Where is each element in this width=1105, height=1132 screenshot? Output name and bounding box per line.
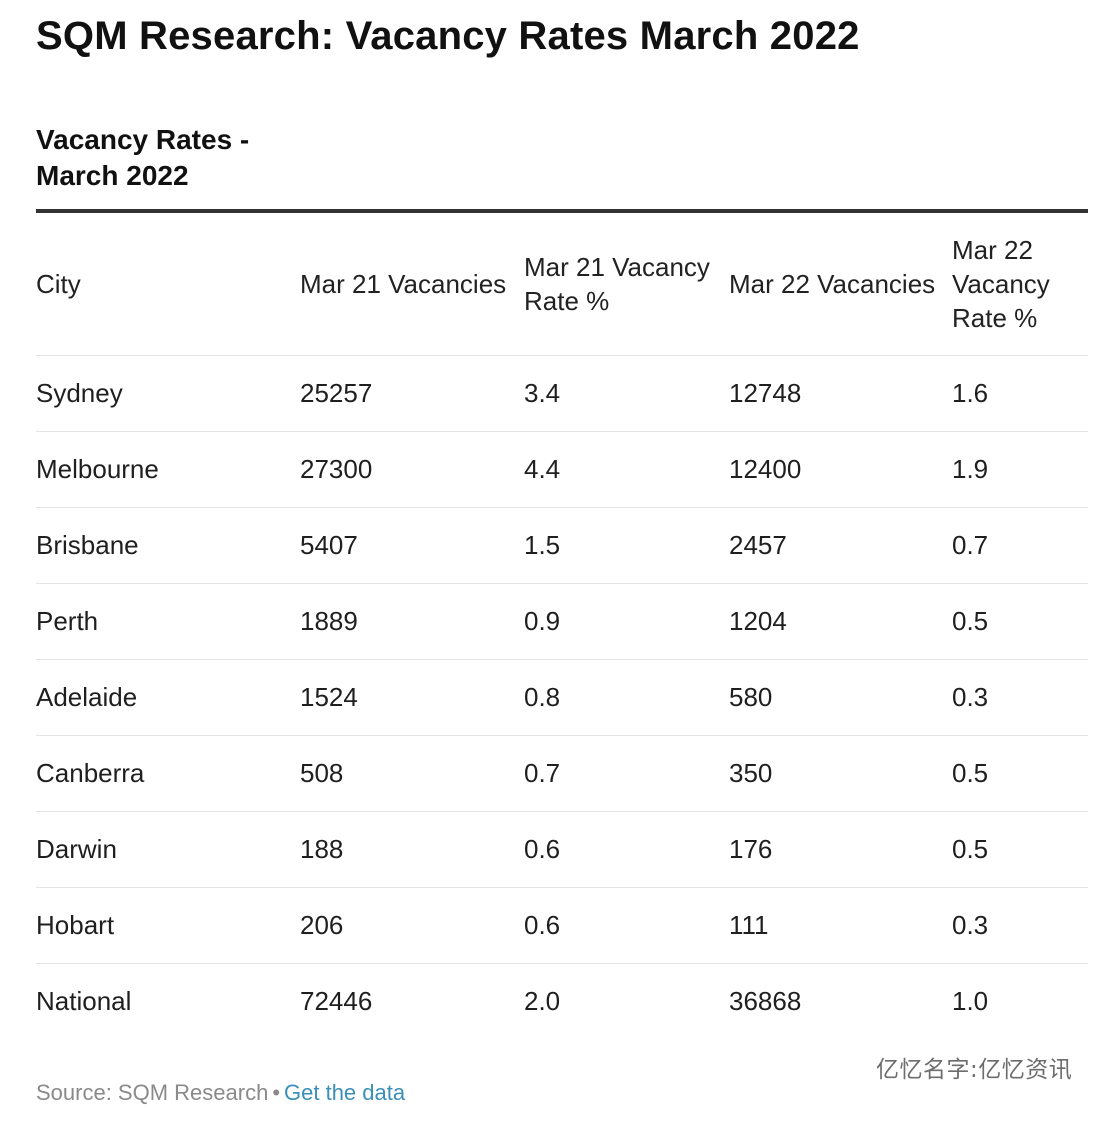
cell-mar21-rate: 0.7 [524, 735, 729, 812]
source-line: Source: SQM Research • Get the data [36, 1080, 405, 1106]
cell-mar21-vacancies: 1889 [300, 583, 524, 660]
cell-mar21-rate: 2.0 [524, 985, 561, 1016]
cell-mar22-vacancies: 350 [729, 735, 952, 812]
vacancy-rates-table: City Mar 21 Vacancies Mar 21 Vacancy Rat… [36, 213, 1088, 1038]
cell-mar22-rate: 1.9 [952, 431, 1088, 508]
table-body: Sydney 25257 3.4 12748 1.6 Melbourne 273… [36, 355, 1088, 1039]
cell-mar22-rate: 1.0 [952, 985, 989, 1016]
header-mar21-vacancy-rate[interactable]: Mar 21 Vacancy Rate % [524, 213, 729, 356]
cell-mar21-vacancies: 5407 [300, 507, 524, 584]
cell-mar21-rate: 0.9 [524, 583, 729, 660]
header-mar21-vacancies[interactable]: Mar 21 Vacancies [300, 213, 524, 356]
table-row: Perth 1889 0.9 1204 0.5 [36, 583, 1088, 660]
cell-mar21-vacancies: 1524 [300, 659, 524, 736]
cell-mar21-rate: 0.6 [524, 887, 729, 964]
cell-mar22-vacancies: 1204 [729, 583, 952, 660]
cell-mar21-vacancies: 508 [300, 735, 524, 812]
cell-mar22-vacancies: 36868 [729, 985, 802, 1016]
table-row: Brisbane 5407 1.5 2457 0.7 [36, 507, 1088, 584]
table-top-rule [36, 209, 1088, 213]
cell-mar21-rate: 3.4 [524, 355, 729, 432]
header-mar22-vacancies[interactable]: Mar 22 Vacancies [729, 213, 952, 356]
header-mar22-vacancy-rate[interactable]: Mar 22 Vacancy Rate % [952, 213, 1088, 356]
table-row: Darwin 188 0.6 176 0.5 [36, 811, 1088, 888]
cell-mar21-vacancies: 188 [300, 811, 524, 888]
cell-city: National [36, 985, 132, 1016]
cell-mar22-rate: 0.5 [952, 583, 1088, 660]
cell-city: Hobart [36, 887, 300, 964]
cell-city: Melbourne [36, 431, 300, 508]
table-header: City Mar 21 Vacancies Mar 21 Vacancy Rat… [36, 213, 1088, 356]
cell-mar21-vacancies: 25257 [300, 355, 524, 432]
header-city[interactable]: City [36, 213, 300, 356]
watermark: 亿忆名字:亿忆资讯 [876, 1057, 1073, 1083]
table-row: Sydney 25257 3.4 12748 1.6 [36, 355, 1088, 432]
table-row: Adelaide 1524 0.8 580 0.3 [36, 659, 1088, 736]
table-row-national: National 72446 2.0 36868 1.0 [36, 964, 1088, 1039]
cell-city: Perth [36, 583, 300, 660]
cell-mar22-vacancies: 12748 [729, 355, 952, 432]
cell-mar22-vacancies: 111 [729, 887, 952, 964]
cell-mar21-vacancies: 27300 [300, 431, 524, 508]
table-title: Vacancy Rates - March 2022 [36, 124, 250, 191]
cell-mar22-rate: 0.3 [952, 887, 1088, 964]
cell-mar21-vacancies: 72446 [300, 985, 373, 1016]
cell-mar21-rate: 0.8 [524, 659, 729, 736]
cell-mar22-rate: 0.7 [952, 507, 1088, 584]
cell-city: Adelaide [36, 659, 300, 736]
cell-mar21-rate: 1.5 [524, 507, 729, 584]
cell-mar22-vacancies: 2457 [729, 507, 952, 584]
table-row: Hobart 206 0.6 111 0.3 [36, 887, 1088, 964]
cell-city: Canberra [36, 735, 300, 812]
table-row: Canberra 508 0.7 350 0.5 [36, 735, 1088, 812]
cell-mar22-rate: 0.5 [952, 735, 1088, 812]
cell-city: Darwin [36, 811, 300, 888]
header-row: City Mar 21 Vacancies Mar 21 Vacancy Rat… [36, 213, 1088, 356]
source-separator: • [272, 1080, 281, 1105]
cell-mar21-rate: 0.6 [524, 811, 729, 888]
cell-mar21-vacancies: 206 [300, 887, 524, 964]
cell-mar22-rate: 0.3 [952, 659, 1088, 736]
page-title: SQM Research: Vacancy Rates March 2022 [36, 14, 860, 58]
cell-city: Brisbane [36, 507, 300, 584]
get-the-data-link[interactable]: Get the data [284, 1080, 406, 1105]
cell-mar21-rate: 4.4 [524, 431, 729, 508]
cell-city: Sydney [36, 355, 300, 432]
cell-mar22-rate: 0.5 [952, 811, 1088, 888]
table-row: Melbourne 27300 4.4 12400 1.9 [36, 431, 1088, 508]
source-label: Source: SQM Research [36, 1080, 269, 1105]
cell-mar22-vacancies: 176 [729, 811, 952, 888]
cell-mar22-rate: 1.6 [952, 355, 1088, 432]
cell-mar22-vacancies: 12400 [729, 431, 952, 508]
cell-mar22-vacancies: 580 [729, 659, 952, 736]
